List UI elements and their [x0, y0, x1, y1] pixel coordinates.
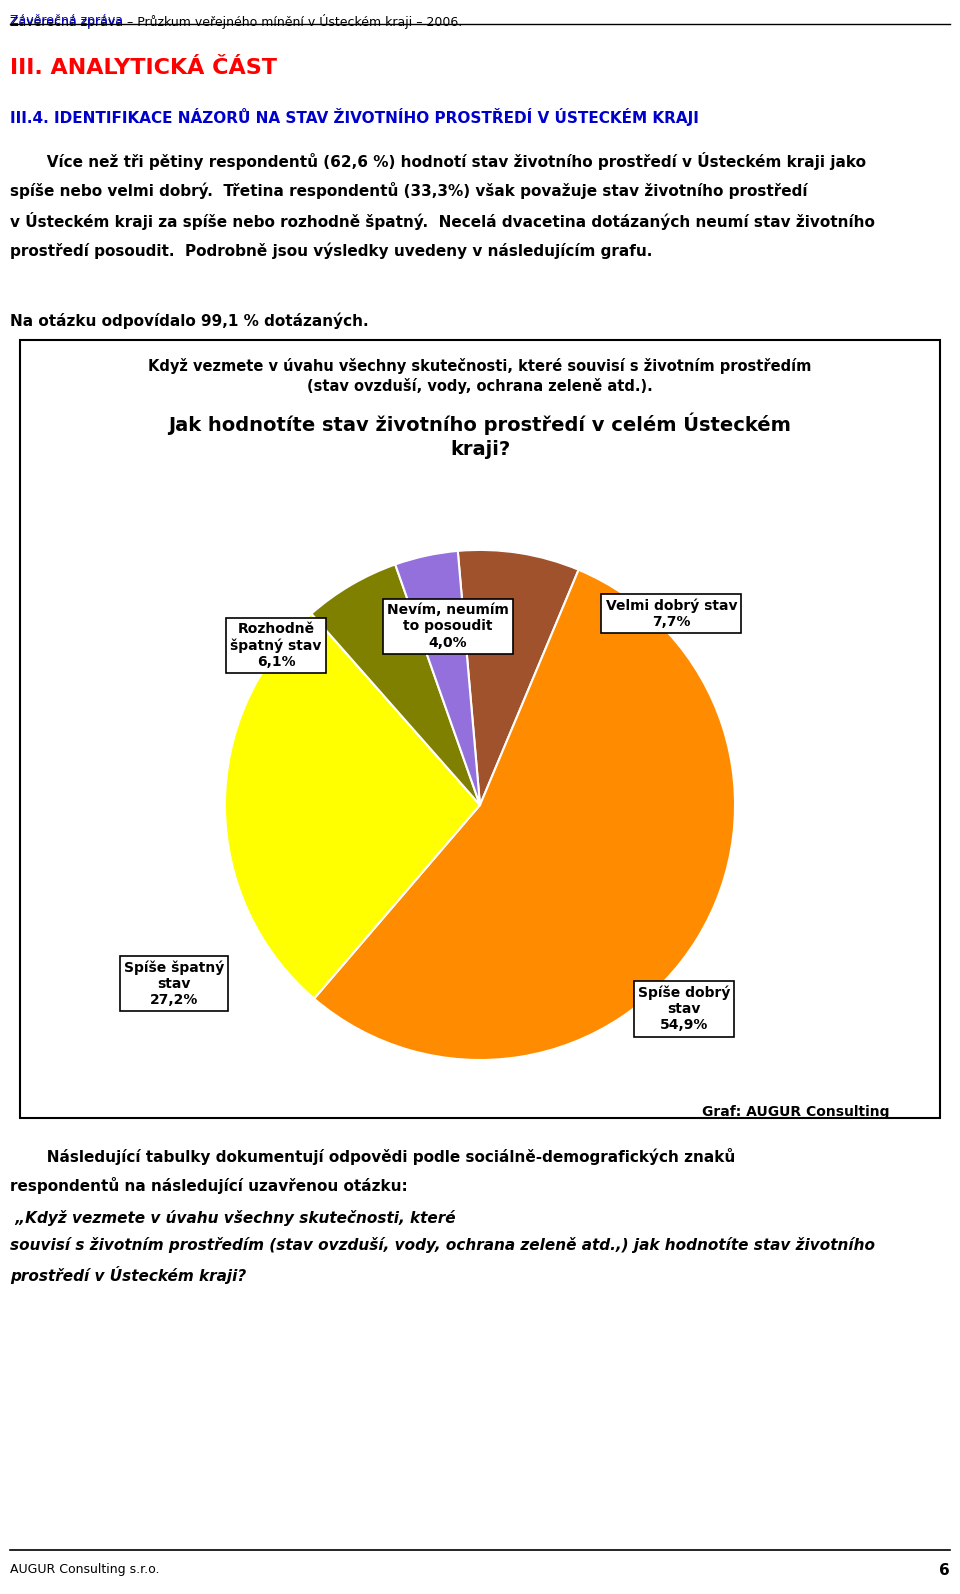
Text: Spíše dobrý
stav
54,9%: Spíše dobrý stav 54,9% — [637, 985, 731, 1033]
Text: III. ANALYTICKÁ ČÁST: III. ANALYTICKÁ ČÁST — [10, 57, 277, 78]
Text: Graf: AUGUR Consulting: Graf: AUGUR Consulting — [703, 1105, 890, 1119]
Text: Velmi dobrý stav
7,7%: Velmi dobrý stav 7,7% — [606, 598, 737, 630]
Wedge shape — [225, 614, 480, 999]
Text: spíše nebo velmi dobrý.  Třetina respondentů (33,3%) však považuje stav životníh: spíše nebo velmi dobrý. Třetina responde… — [10, 182, 807, 199]
Wedge shape — [314, 569, 735, 1060]
Text: III.4. IDENTIFIKACE NÁZORŮ NA STAV ŽIVOTNÍHO PROSTŘEDÍ V ÚSTECKÉM KRAJI: III.4. IDENTIFIKACE NÁZORŮ NA STAV ŽIVOT… — [10, 108, 699, 126]
Text: Jak hodnotíte stav životního prostředí v celém Ústeckém: Jak hodnotíte stav životního prostředí v… — [169, 411, 791, 435]
FancyBboxPatch shape — [20, 340, 940, 1117]
Text: Následující tabulky dokumentují odpovědi podle sociálně-demografických znaků
res: Následující tabulky dokumentují odpovědi… — [10, 1148, 735, 1194]
Wedge shape — [396, 552, 480, 805]
Text: Když vezmete v úvahu všechny skutečnosti, které souvisí s životním prostředím: Když vezmete v úvahu všechny skutečnosti… — [148, 359, 812, 375]
Text: kraji?: kraji? — [450, 440, 510, 459]
Text: Více než tři pětiny respondentů (62,6 %) hodnotí stav životního prostředí v Úste: Více než tři pětiny respondentů (62,6 %)… — [10, 151, 866, 171]
Text: Závěrečná zpráva – Průzkum veřejného mínění v Ústeckém kraji – 2006.: Závěrečná zpráva – Průzkum veřejného mín… — [10, 14, 463, 29]
Text: prostředí posoudit.  Podrobně jsou výsledky uvedeny v následujícím grafu.: prostředí posoudit. Podrobně jsou výsled… — [10, 242, 653, 258]
Text: (stav ovzduší, vody, ochrana zeleně atd.).: (stav ovzduší, vody, ochrana zeleně atd.… — [307, 378, 653, 394]
Text: Rozhodně
špatný stav
6,1%: Rozhodně špatný stav 6,1% — [230, 622, 322, 669]
Text: v Ústeckém kraji za spíše nebo rozhodně špatný.  Necelá dvacetina dotázaných neu: v Ústeckém kraji za spíše nebo rozhodně … — [10, 212, 875, 230]
Text: „Když vezmete v úvahu všechny skutečnosti, které
souvisí s životním prostředím (: „Když vezmete v úvahu všechny skutečnost… — [10, 1210, 875, 1283]
Wedge shape — [311, 564, 480, 805]
Text: Nevím, neumím
to posoudit
4,0%: Nevím, neumím to posoudit 4,0% — [387, 603, 509, 650]
Text: Na otázku odpovídalo 99,1 % dotázaných.: Na otázku odpovídalo 99,1 % dotázaných. — [10, 312, 369, 328]
Text: 6: 6 — [939, 1564, 950, 1578]
Text: Závěrečná zpráva: Závěrečná zpráva — [10, 14, 123, 27]
Text: Spíše špatný
stav
27,2%: Spíše špatný stav 27,2% — [124, 960, 224, 1007]
Text: AUGUR Consulting s.r.o.: AUGUR Consulting s.r.o. — [10, 1564, 159, 1576]
Wedge shape — [458, 550, 579, 805]
